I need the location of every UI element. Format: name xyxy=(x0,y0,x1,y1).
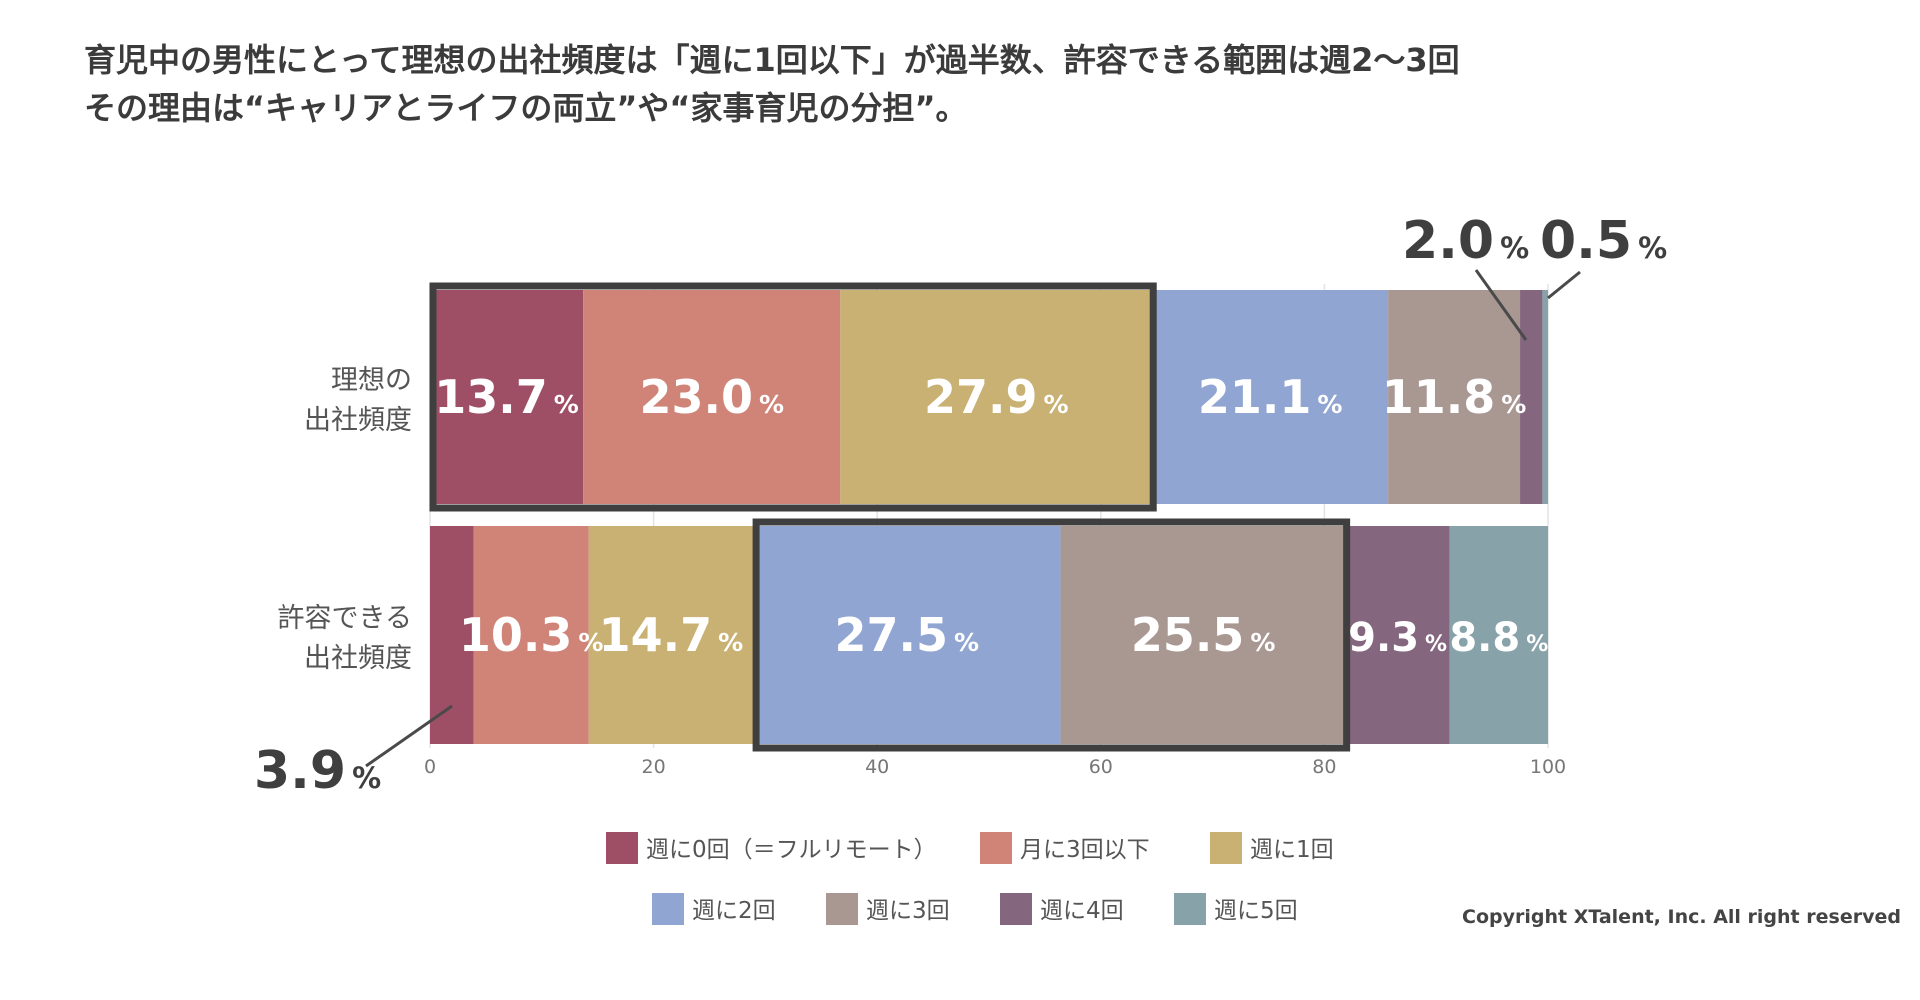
bar-value-label: 13.7% xyxy=(434,370,579,424)
legend-swatch xyxy=(1000,893,1032,925)
callout-value-label: 2.0% xyxy=(1402,211,1529,271)
callout-value-label: 3.9% xyxy=(254,741,381,801)
bar-segment xyxy=(1449,526,1548,744)
category-label: 許容できる出社頻度 xyxy=(278,603,412,674)
bar-segment xyxy=(840,290,1153,504)
legend-label: 週に0回（＝フルリモート） xyxy=(646,837,937,863)
bar-segment xyxy=(753,526,1061,744)
x-tick-label: 0 xyxy=(424,756,436,778)
x-tick-label: 100 xyxy=(1530,756,1566,778)
category-label: 理想の出社頻度 xyxy=(304,365,412,436)
bar-value-label: 9.3% xyxy=(1348,615,1447,661)
bar-segment xyxy=(583,290,841,504)
legend-swatch xyxy=(1210,832,1242,864)
bar-segment xyxy=(1520,290,1543,504)
x-tick-label: 60 xyxy=(1089,756,1113,778)
x-tick-label: 40 xyxy=(865,756,889,778)
x-tick-label: 80 xyxy=(1312,756,1336,778)
bar-segment xyxy=(1060,526,1346,744)
bar-segment xyxy=(588,526,754,744)
highlight-frame xyxy=(752,518,1351,752)
legend-label: 週に5回 xyxy=(1214,898,1298,924)
bar-segment xyxy=(1542,290,1548,504)
bar-value-label: 25.5% xyxy=(1131,608,1276,662)
bar-value-label: 8.8% xyxy=(1449,615,1548,661)
bar-segment xyxy=(430,290,584,504)
callout-value-label: 0.5% xyxy=(1540,211,1667,271)
highlight-frame xyxy=(429,282,1157,512)
legend-label: 週に2回 xyxy=(692,898,776,924)
leader-line xyxy=(1547,270,1581,300)
headline-line-2: その理由は“キャリアとライフの両立”や“家事育児の分担”。 xyxy=(84,89,968,127)
bar-segment xyxy=(1152,290,1389,504)
legend-swatch xyxy=(826,893,858,925)
bar-value-label: 14.7% xyxy=(599,608,744,662)
legend-swatch xyxy=(606,832,638,864)
bar-value-label: 27.9% xyxy=(924,370,1069,424)
bar-value-label: 27.5% xyxy=(835,608,980,662)
legend-label: 週に1回 xyxy=(1250,837,1334,863)
leader-line xyxy=(1474,269,1528,341)
headline: 育児中の男性にとって理想の出社頻度は「週に1回以下」が過半数、許容できる範囲は週… xyxy=(84,36,1460,132)
bar-value-label: 23.0% xyxy=(639,370,784,424)
copyright-notice: Copyright XTalent, Inc. All right reserv… xyxy=(1462,906,1901,928)
legend-label: 週に4回 xyxy=(1040,898,1124,924)
legend-swatch xyxy=(980,832,1012,864)
bar-value-label: 10.3% xyxy=(459,608,604,662)
bar-value-label: 21.1% xyxy=(1198,370,1343,424)
legend-label: 週に3回 xyxy=(866,898,950,924)
legend-label: 月に3回以下 xyxy=(1020,837,1150,863)
headline-line-1: 育児中の男性にとって理想の出社頻度は「週に1回以下」が過半数、許容できる範囲は週… xyxy=(84,41,1460,79)
bar-segment xyxy=(1345,526,1450,744)
bar-value-label: 11.8% xyxy=(1382,370,1527,424)
x-tick-label: 20 xyxy=(642,756,666,778)
bar-segment xyxy=(473,526,589,744)
leader-line xyxy=(365,704,453,768)
bar-segment xyxy=(1388,290,1521,504)
legend-swatch xyxy=(652,893,684,925)
legend-swatch xyxy=(1174,893,1206,925)
